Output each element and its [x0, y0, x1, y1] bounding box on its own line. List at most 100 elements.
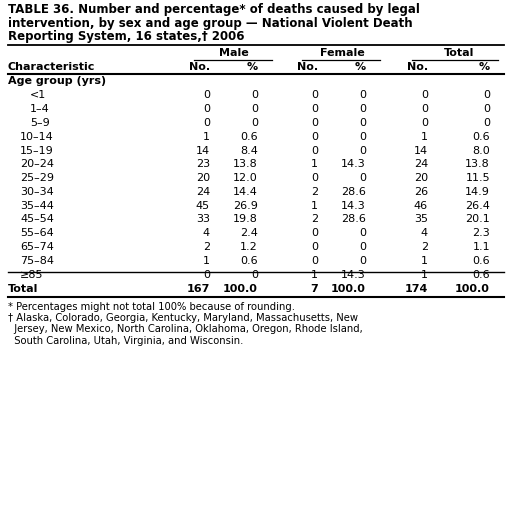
Text: 2.4: 2.4	[240, 228, 258, 238]
Text: 0: 0	[203, 104, 210, 114]
Text: 13.8: 13.8	[465, 159, 490, 169]
Text: 14: 14	[196, 145, 210, 156]
Text: 20: 20	[414, 173, 428, 183]
Text: 33: 33	[196, 214, 210, 225]
Text: 0.6: 0.6	[473, 132, 490, 142]
Text: 1: 1	[421, 270, 428, 280]
Text: 35: 35	[414, 214, 428, 225]
Text: 0: 0	[251, 118, 258, 128]
Text: 23: 23	[196, 159, 210, 169]
Text: 0: 0	[311, 242, 318, 252]
Text: 26.4: 26.4	[465, 200, 490, 211]
Text: 0: 0	[483, 104, 490, 114]
Text: 28.6: 28.6	[341, 214, 366, 225]
Text: 20: 20	[196, 173, 210, 183]
Text: %: %	[479, 62, 490, 71]
Text: 1.2: 1.2	[240, 242, 258, 252]
Text: Age group (yrs): Age group (yrs)	[8, 77, 106, 86]
Text: 0: 0	[359, 242, 366, 252]
Text: Characteristic: Characteristic	[8, 62, 95, 71]
Text: 14.3: 14.3	[342, 270, 366, 280]
Text: 11.5: 11.5	[465, 173, 490, 183]
Text: 45–54: 45–54	[20, 214, 54, 225]
Text: TABLE 36. Number and percentage* of deaths caused by legal: TABLE 36. Number and percentage* of deat…	[8, 3, 420, 16]
Text: 0: 0	[421, 118, 428, 128]
Text: 2.3: 2.3	[472, 228, 490, 238]
Text: 100.0: 100.0	[455, 284, 490, 293]
Text: 35–44: 35–44	[20, 200, 54, 211]
Text: 0: 0	[359, 104, 366, 114]
Text: 0.6: 0.6	[473, 256, 490, 266]
Text: 1: 1	[421, 132, 428, 142]
Text: 65–74: 65–74	[20, 242, 54, 252]
Text: 2: 2	[203, 242, 210, 252]
Text: 14.4: 14.4	[233, 187, 258, 197]
Text: 0: 0	[359, 256, 366, 266]
Text: 24: 24	[196, 187, 210, 197]
Text: 1.1: 1.1	[473, 242, 490, 252]
Text: 20–24: 20–24	[20, 159, 54, 169]
Text: 19.8: 19.8	[233, 214, 258, 225]
Text: Total: Total	[444, 47, 474, 58]
Text: 14.3: 14.3	[342, 159, 366, 169]
Text: 0: 0	[251, 90, 258, 100]
Text: 0: 0	[251, 104, 258, 114]
Text: 100.0: 100.0	[223, 284, 258, 293]
Text: 0: 0	[421, 104, 428, 114]
Text: 167: 167	[187, 284, 210, 293]
Text: 2: 2	[311, 214, 318, 225]
Text: intervention, by sex and age group — National Violent Death: intervention, by sex and age group — Nat…	[8, 16, 413, 29]
Text: 45: 45	[196, 200, 210, 211]
Text: 55–64: 55–64	[20, 228, 54, 238]
Text: 26: 26	[414, 187, 428, 197]
Text: 0: 0	[359, 228, 366, 238]
Text: 0: 0	[311, 104, 318, 114]
Text: 8.0: 8.0	[472, 145, 490, 156]
Text: 1: 1	[311, 270, 318, 280]
Text: %: %	[355, 62, 366, 71]
Text: %: %	[247, 62, 258, 71]
Text: 0: 0	[483, 90, 490, 100]
Text: No.: No.	[297, 62, 318, 71]
Text: 14.3: 14.3	[342, 200, 366, 211]
Text: <1: <1	[30, 90, 46, 100]
Text: † Alaska, Colorado, Georgia, Kentucky, Maryland, Massachusetts, New: † Alaska, Colorado, Georgia, Kentucky, M…	[8, 313, 358, 323]
Text: 0.6: 0.6	[473, 270, 490, 280]
Text: 13.8: 13.8	[233, 159, 258, 169]
Text: 5–9: 5–9	[30, 118, 50, 128]
Text: 75–84: 75–84	[20, 256, 54, 266]
Text: 1–4: 1–4	[30, 104, 50, 114]
Text: 30–34: 30–34	[20, 187, 54, 197]
Text: No.: No.	[407, 62, 428, 71]
Text: 2: 2	[311, 187, 318, 197]
Text: 100.0: 100.0	[331, 284, 366, 293]
Text: 0: 0	[311, 90, 318, 100]
Text: 1: 1	[311, 200, 318, 211]
Text: 0: 0	[203, 270, 210, 280]
Text: 0: 0	[311, 132, 318, 142]
Text: 0: 0	[311, 228, 318, 238]
Text: 26.9: 26.9	[233, 200, 258, 211]
Text: 1: 1	[203, 256, 210, 266]
Text: 0: 0	[359, 132, 366, 142]
Text: 15–19: 15–19	[20, 145, 54, 156]
Text: Reporting System, 16 states,† 2006: Reporting System, 16 states,† 2006	[8, 30, 245, 43]
Text: 0: 0	[311, 256, 318, 266]
Text: 0: 0	[311, 173, 318, 183]
Text: 24: 24	[414, 159, 428, 169]
Text: 0.6: 0.6	[240, 132, 258, 142]
Text: 4: 4	[421, 228, 428, 238]
Text: 7: 7	[310, 284, 318, 293]
Text: 1: 1	[311, 159, 318, 169]
Text: 2: 2	[421, 242, 428, 252]
Text: ≥85: ≥85	[20, 270, 44, 280]
Text: 174: 174	[404, 284, 428, 293]
Text: 0: 0	[203, 118, 210, 128]
Text: 14: 14	[414, 145, 428, 156]
Text: 25–29: 25–29	[20, 173, 54, 183]
Text: 0: 0	[359, 90, 366, 100]
Text: 0: 0	[203, 90, 210, 100]
Text: 0: 0	[483, 118, 490, 128]
Text: 12.0: 12.0	[233, 173, 258, 183]
Text: 4: 4	[203, 228, 210, 238]
